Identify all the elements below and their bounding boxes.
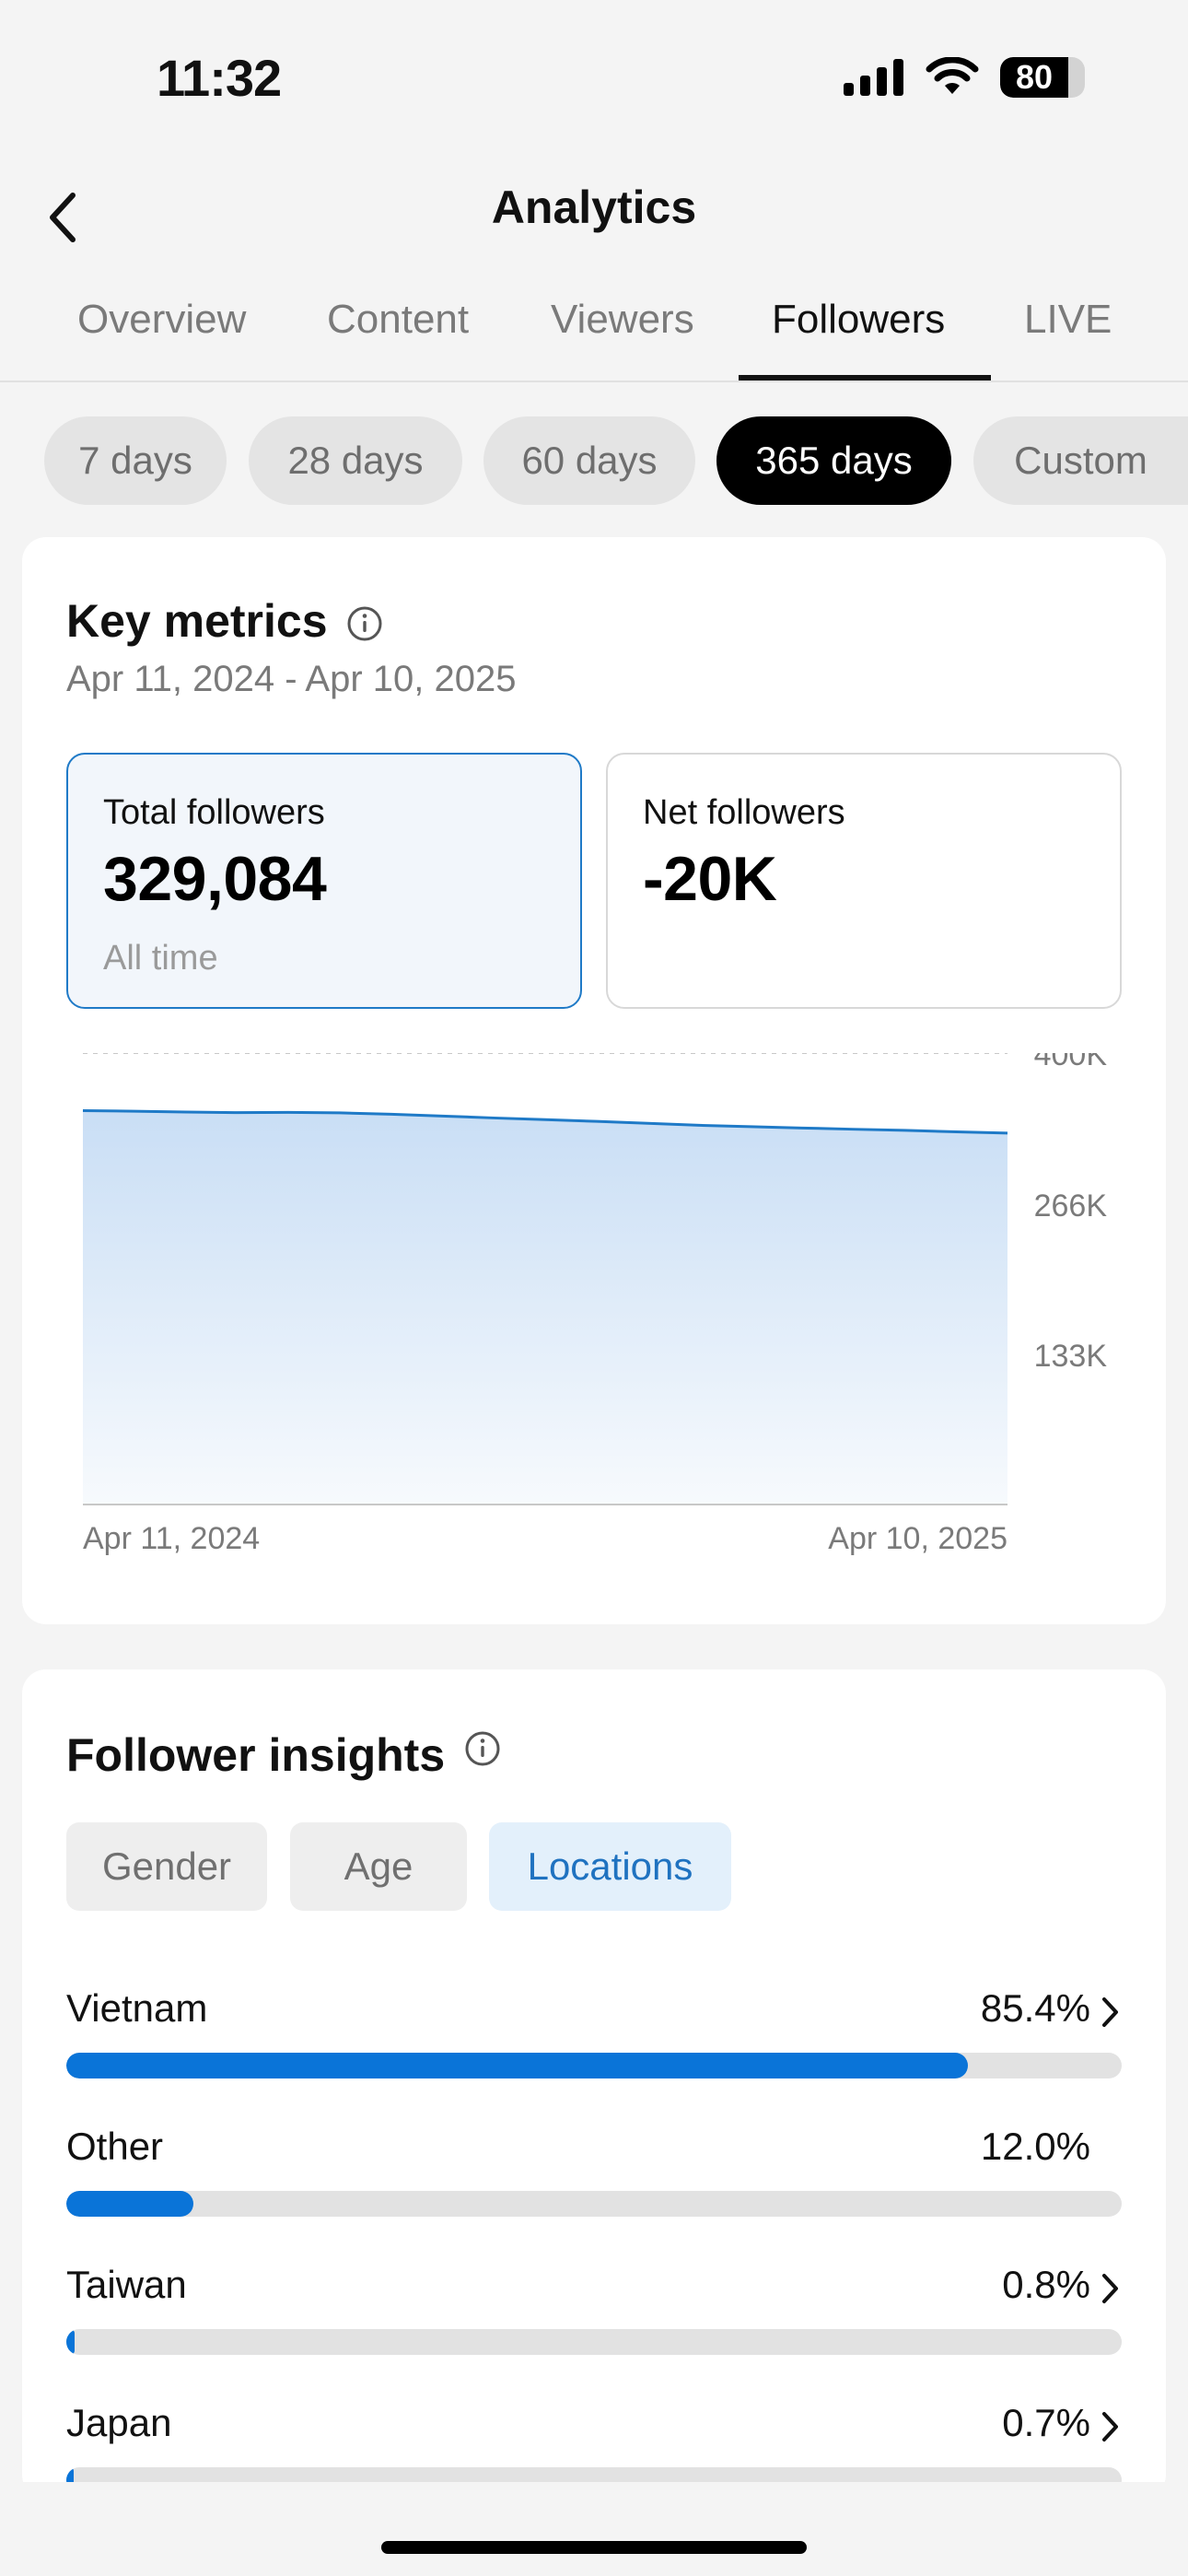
location-name: Vietnam xyxy=(66,1986,208,2030)
location-name: Japan xyxy=(66,2401,172,2444)
key-metrics-card: Key metrics Apr 11, 2024 - Apr 10, 2025 … xyxy=(22,537,1166,1624)
home-indicator[interactable] xyxy=(381,2541,807,2554)
location-bar-fill xyxy=(66,2467,75,2493)
location-percent: 12.0% xyxy=(980,2125,1090,2168)
location-row-vietnam[interactable]: Vietnam 85.4% xyxy=(66,1986,1122,2106)
net-followers-value: -20K xyxy=(643,844,777,914)
location-percent: 85.4% xyxy=(980,1986,1090,2030)
location-bar-fill xyxy=(66,2053,968,2078)
tab-overview[interactable]: Overview xyxy=(77,297,247,342)
net-followers-metric[interactable]: Net followers -20K xyxy=(606,753,1122,1009)
segment-locations[interactable]: Locations xyxy=(489,1822,731,1911)
key-metrics-title: Key metrics xyxy=(66,595,328,647)
location-name: Other xyxy=(66,2125,164,2168)
segment-age[interactable]: Age xyxy=(290,1822,467,1911)
location-bar-track xyxy=(66,2329,1122,2355)
y-tick-label: 400K xyxy=(1034,1053,1108,1072)
info-icon[interactable] xyxy=(346,605,383,642)
header: Analytics xyxy=(0,157,1188,267)
chevron-right-icon xyxy=(1102,2274,1118,2303)
chevron-right-icon xyxy=(1102,2412,1118,2441)
net-followers-label: Net followers xyxy=(643,793,845,832)
tab-content[interactable]: Content xyxy=(327,297,470,342)
total-followers-label: Total followers xyxy=(103,793,325,832)
location-row-taiwan[interactable]: Taiwan 0.8% xyxy=(66,2263,1122,2383)
location-bar-track xyxy=(66,2191,1122,2217)
battery-icon: 80 xyxy=(1000,57,1085,98)
chevron-left-icon xyxy=(50,193,76,242)
period-365-days[interactable]: 365 days xyxy=(716,416,951,505)
active-tab-indicator xyxy=(739,375,991,381)
battery-level: 80 xyxy=(1015,58,1054,96)
date-range: Apr 11, 2024 - Apr 10, 2025 xyxy=(66,659,517,699)
location-row-other: Other 12.0% xyxy=(66,2125,1122,2244)
total-followers-metric[interactable]: Total followers 329,084 All time xyxy=(66,753,582,1009)
location-name: Taiwan xyxy=(66,2263,187,2306)
x-tick-label: Apr 11, 2024 xyxy=(83,1521,260,1556)
segment-gender[interactable]: Gender xyxy=(66,1822,267,1911)
wifi-icon xyxy=(926,57,979,94)
period-28-days[interactable]: 28 days xyxy=(249,416,462,505)
bottom-safe-area xyxy=(0,2482,1188,2576)
chevron-right-icon xyxy=(1102,1997,1118,2027)
follower-insights-card: Follower insights xyxy=(22,1669,1166,2499)
x-tick-label: Apr 10, 2025 xyxy=(828,1521,1007,1556)
period-60-days[interactable]: 60 days xyxy=(483,416,695,505)
follower-insights-title: Follower insights xyxy=(66,1729,446,1781)
status-bar: 11:32 80 xyxy=(0,0,1188,157)
y-tick-label: 266K xyxy=(1034,1188,1108,1224)
status-icons: 80 xyxy=(844,57,1085,98)
page-title: Analytics xyxy=(491,181,697,233)
tab-live[interactable]: LIVE xyxy=(1024,297,1112,342)
total-followers-value: 329,084 xyxy=(103,844,327,914)
period-7-days[interactable]: 7 days xyxy=(44,416,227,505)
followers-chart: 400K 266K 133K Apr 11, 2024 Apr 10, 2025 xyxy=(82,1053,1108,1556)
area-fill xyxy=(83,1110,1007,1505)
y-tick-label: 133K xyxy=(1034,1339,1108,1374)
total-followers-sub: All time xyxy=(103,939,218,978)
location-percent: 0.7% xyxy=(1002,2401,1090,2444)
cellular-signal-icon xyxy=(844,59,903,96)
info-icon[interactable] xyxy=(464,1730,501,1767)
location-bar-fill xyxy=(66,2329,76,2355)
location-bar-track xyxy=(66,2053,1122,2078)
series-line xyxy=(82,1108,1008,1135)
status-time: 11:32 xyxy=(157,49,282,107)
back-button[interactable] xyxy=(37,181,88,254)
tab-bar: Overview Content Viewers Followers LIVE xyxy=(0,276,1188,382)
period-custom[interactable]: Custom xyxy=(973,416,1188,505)
tab-followers[interactable]: Followers xyxy=(772,297,946,342)
tab-viewers[interactable]: Viewers xyxy=(551,297,694,342)
location-percent: 0.8% xyxy=(1002,2263,1090,2306)
location-bar-fill xyxy=(66,2191,193,2217)
